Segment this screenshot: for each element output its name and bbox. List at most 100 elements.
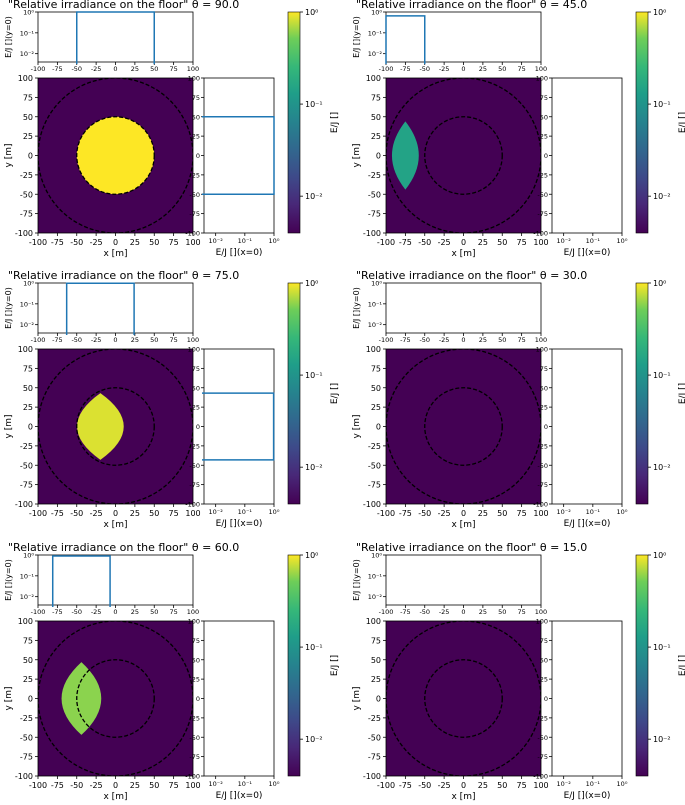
profile-x0-y-tick-label: -75 [189,481,200,489]
profile-y0-ylabel: E/J [](y=0) [352,16,361,58]
colorbar [635,282,649,505]
y-tick-label: -100 [15,772,33,781]
profile-x0-x-tick-label: 10⁻¹ [238,780,253,788]
profile-x0-y-tick-label: 100 [188,346,200,354]
profile-y0-x-tick-label: -50 [419,65,430,73]
x-tick-label: 25 [478,509,488,518]
colorbar-tick-label: 10⁻¹ [653,643,671,652]
heatmap-background [386,621,541,776]
profile-x0-y-tick-label: -50 [537,191,548,199]
profile-y0-y-tick-label: 10⁻¹ [368,572,383,580]
y-axis-label: y [m] [4,415,14,439]
colorbar [635,11,649,234]
panel-title: "Relative irradiance on the floor" θ = 6… [8,541,239,554]
profile-x0-xlabel: E/J [](x=0) [564,791,611,801]
y-tick-label: -75 [368,210,381,219]
profile-y0-x-tick-label: -100 [379,608,394,616]
profile-y0-x-tick-label: -25 [91,65,102,73]
y-tick-label: -100 [15,500,33,509]
profile-x0-y-tick-label: -100 [533,230,548,238]
profile-y0-x-tick-label: 25 [131,608,139,616]
profile-x0-y-tick-label: -25 [537,442,548,450]
profile-y0-y-tick-label: 10⁻¹ [368,300,383,308]
y-tick-label: 50 [371,656,381,665]
profile-x0-frame [551,348,623,505]
colorbar-tick-label: 10⁻² [653,735,671,744]
profile-y0-x-tick-label: 75 [169,336,177,344]
colorbar [287,554,301,777]
profile-y0-x-tick-label: -50 [419,336,430,344]
profile-x0-y-tick-label: -25 [537,714,548,722]
profile-x0-y-tick-label: 0 [544,423,548,431]
x-tick-label: -25 [438,781,451,790]
y-tick-label: -50 [368,733,381,742]
x-tick-label: 75 [517,238,527,247]
profile-x0-y-tick-label: -75 [189,753,200,761]
profile-y0-y-tick-label: 10⁰ [371,552,382,560]
panel-theta-75: "Relative irradiance on the floor" θ = 7… [4,269,340,530]
colorbar-tick-label: 10⁻² [305,192,323,201]
y-tick-label: 100 [18,74,33,83]
profile-y0-y-tick-label: 10⁻² [20,321,35,329]
profile-y0-x-tick-label: 75 [517,608,525,616]
profile-x0-xlabel: E/J [](x=0) [564,248,611,258]
y-tick-label: 100 [366,617,381,626]
y-tick-label: -25 [20,171,33,180]
profile-x0-line [202,392,275,461]
profile-x0-x-tick-label: 10⁻¹ [238,508,253,516]
profile-x0-y-tick-label: 25 [192,404,200,412]
profile-x0-y-tick-label: 25 [540,404,548,412]
profile-y0-x-tick-label: 50 [498,336,506,344]
x-axis-label: x [m] [452,520,476,530]
x-tick-label: -25 [90,509,103,518]
profile-x0-x-tick-label: 10⁻¹ [586,508,601,516]
colorbar-tick-label: 10⁻² [305,463,323,472]
profile-y0-line [76,11,155,64]
profile-y0-y-tick-label: 10⁰ [23,552,34,560]
x-tick-label: 25 [130,509,140,518]
x-tick-label: -50 [418,509,431,518]
colorbar-label: E/J [] [330,655,340,676]
profile-x0-y-tick-label: 25 [192,133,200,141]
profile-y0-x-tick-label: -75 [52,608,63,616]
profile-x0-y-tick-label: -25 [189,171,200,179]
y-tick-label: -100 [363,500,381,509]
profile-x0-x-tick-label: 10⁻² [557,237,572,245]
profile-x0-frame [551,620,623,777]
profile-x0-x-tick-label: 10⁻² [557,780,572,788]
profile-y0-x-tick-label: 0 [113,608,117,616]
y-tick-label: 25 [371,675,381,684]
profile-y0-y-tick-label: 10⁰ [371,280,382,288]
y-tick-label: 25 [23,675,33,684]
profile-x0-y-tick-label: -50 [189,462,200,470]
panel-theta-15: "Relative irradiance on the floor" θ = 1… [352,541,685,802]
x-tick-label: -100 [377,238,395,247]
y-tick-label: -50 [368,461,381,470]
profile-y0-x-tick-label: 100 [535,65,547,73]
y-tick-label: -25 [368,171,381,180]
x-tick-label: 100 [533,509,548,518]
profile-y0-ylabel: E/J [](y=0) [352,287,361,329]
profile-y0-x-tick-label: -75 [52,65,63,73]
profile-x0-y-tick-label: 100 [188,75,200,83]
y-tick-label: 75 [371,93,381,102]
x-tick-label: 100 [185,238,200,247]
profile-x0-y-tick-label: 100 [536,618,548,626]
profile-y0-x-tick-label: -50 [71,336,82,344]
profile-y0-line [385,15,426,64]
x-tick-label: 75 [169,781,179,790]
profile-x0-x-tick-label: 10⁰ [269,508,280,516]
profile-y0-x-tick-label: -25 [91,336,102,344]
profile-x0-y-tick-label: -25 [537,171,548,179]
profile-x0-y-tick-label: 25 [192,676,200,684]
profile-x0-y-tick-label: 100 [536,346,548,354]
colorbar-tick-label: 10⁰ [653,279,666,288]
y-tick-label: -50 [368,190,381,199]
colorbar-tick-label: 10⁰ [305,279,318,288]
y-tick-label: -50 [20,461,33,470]
colorbar-tick-label: 10⁻¹ [305,100,323,109]
x-tick-label: 50 [497,781,507,790]
y-tick-label: 25 [371,132,381,141]
profile-x0-y-tick-label: -50 [189,191,200,199]
x-tick-label: 50 [497,238,507,247]
